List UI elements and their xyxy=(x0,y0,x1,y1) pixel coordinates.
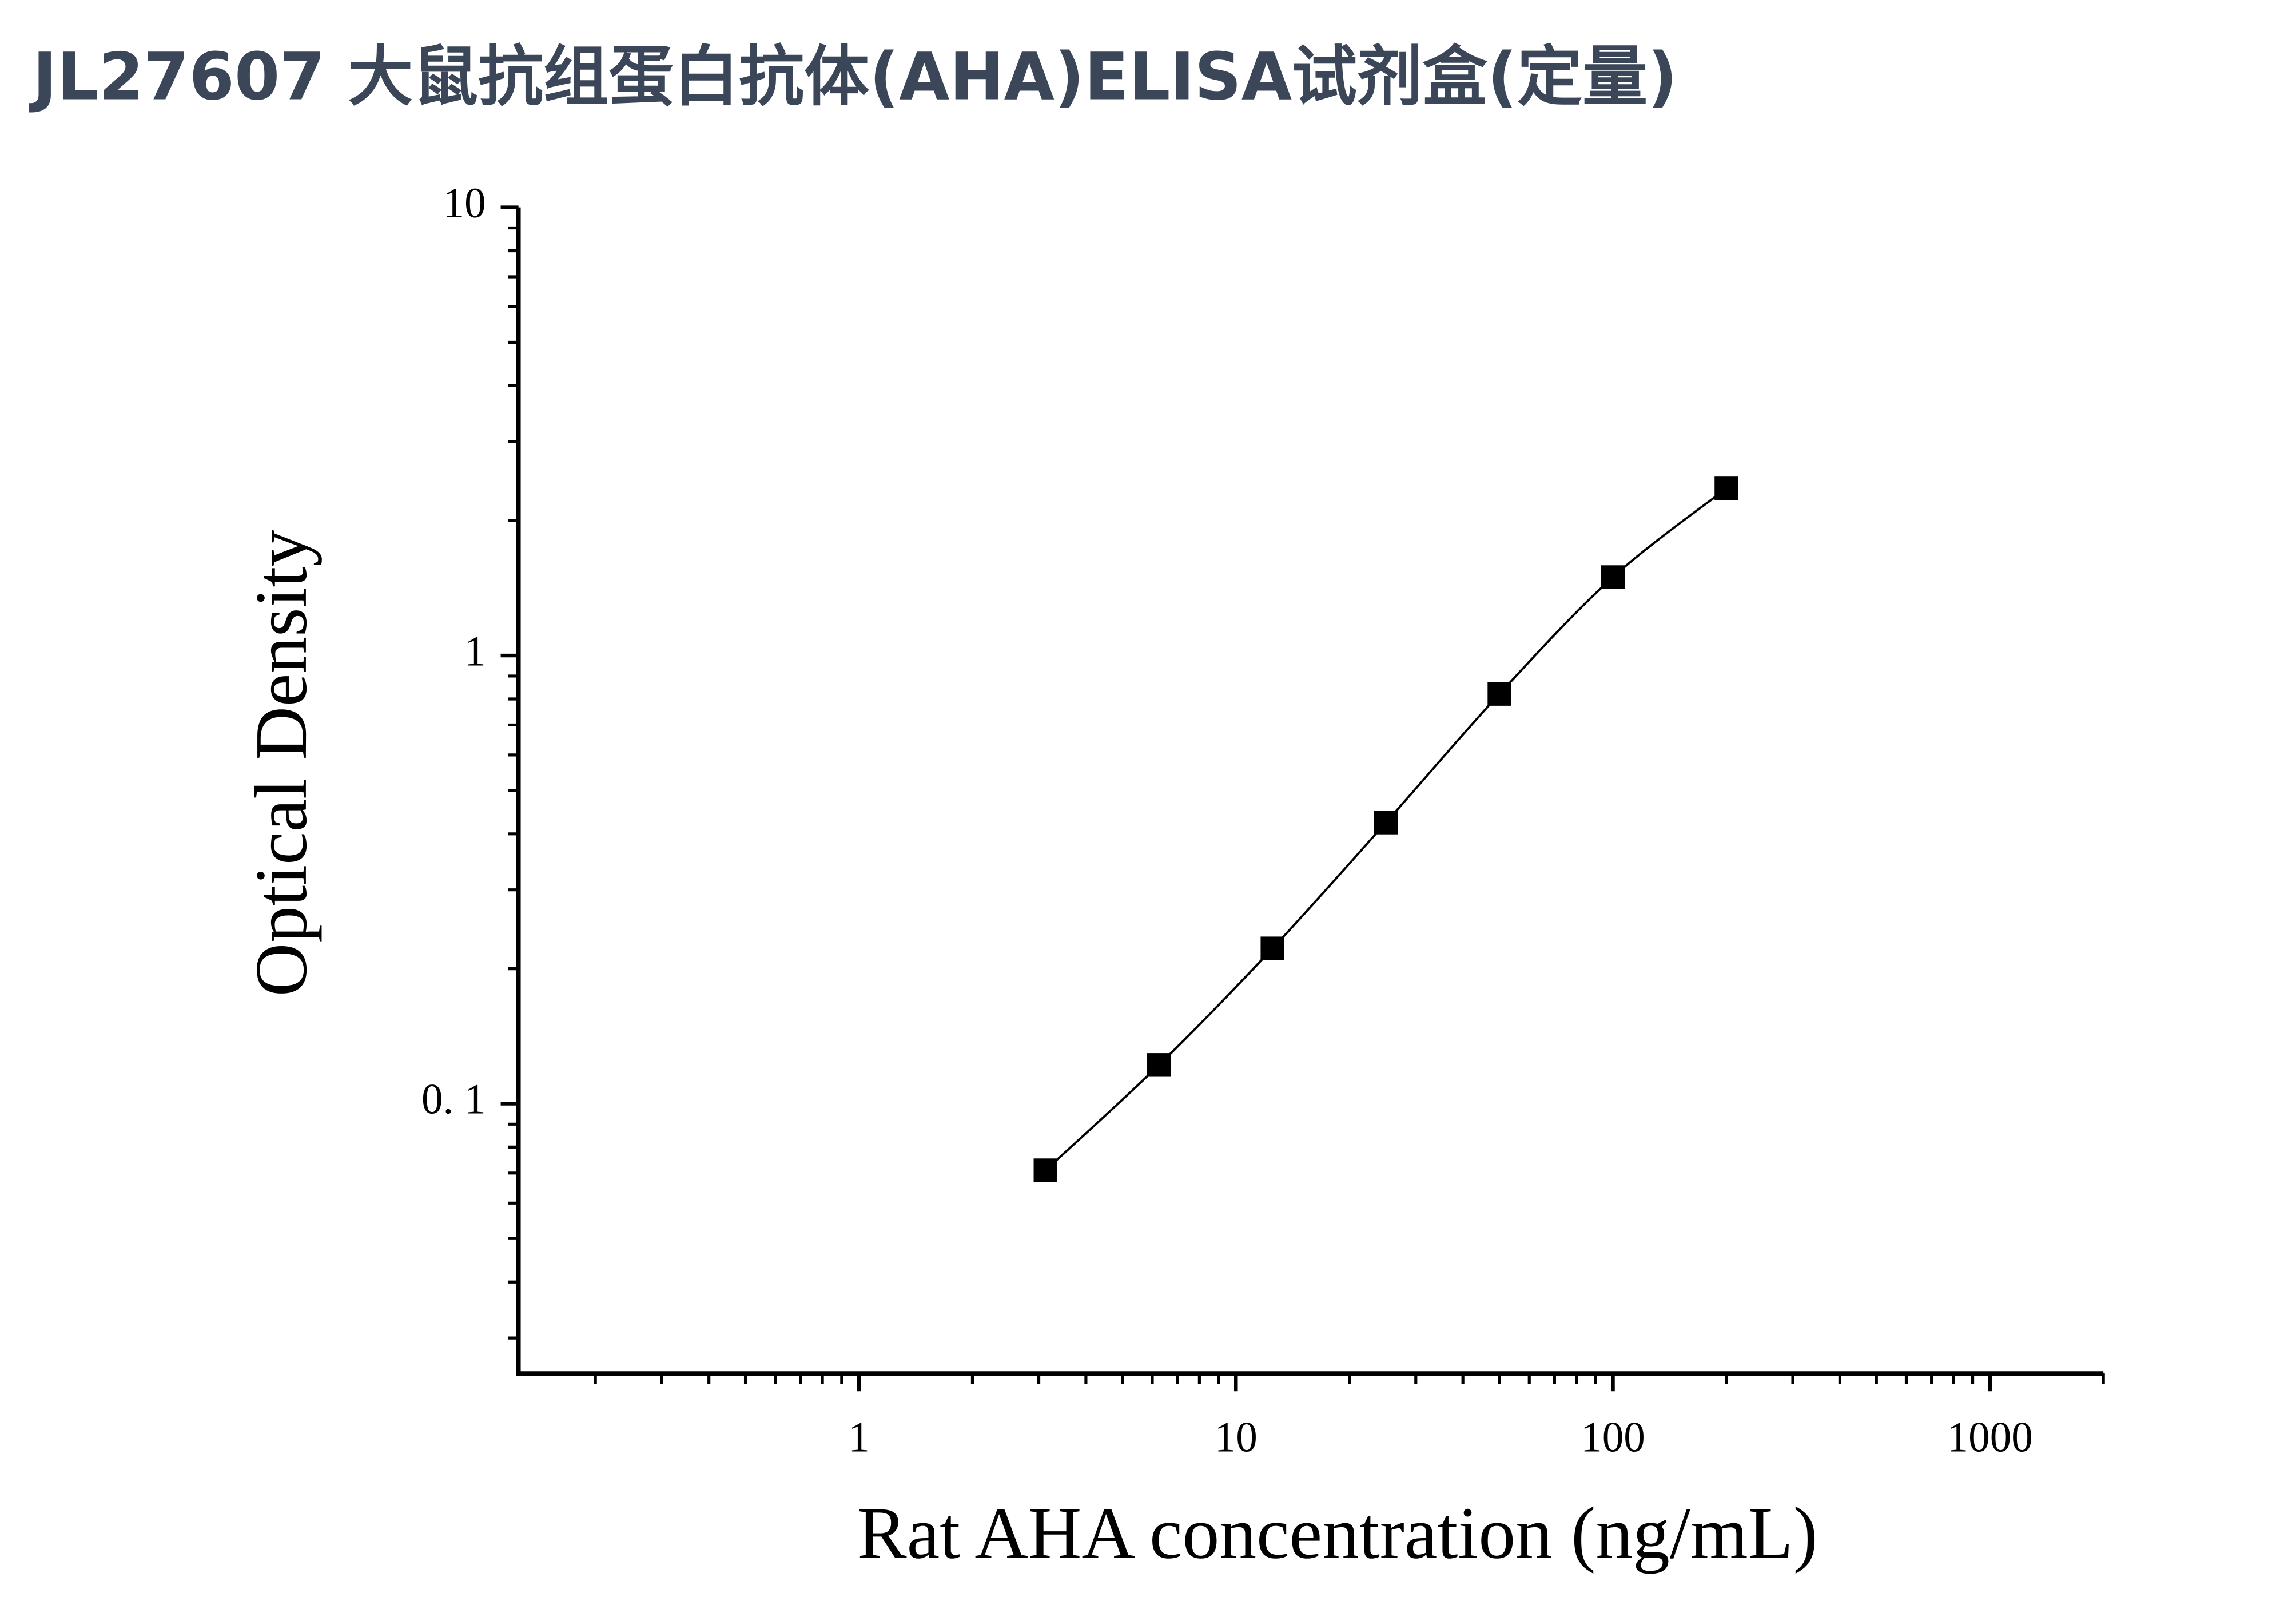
x-axis-label: Rat AHA concentration (ng/mL) xyxy=(857,1493,1818,1575)
data-point xyxy=(1260,936,1284,960)
data-point xyxy=(1601,565,1625,589)
x-tick-label: 1 xyxy=(848,1414,870,1461)
y-tick-label: 0. 1 xyxy=(421,1076,486,1123)
data-point xyxy=(1487,682,1511,706)
chart-title: JL27607 大鼠抗组蛋白抗体(AHA)ELISA试剂盒(定量) xyxy=(29,39,1677,115)
x-tick-label: 100 xyxy=(1581,1414,1645,1461)
data-point xyxy=(1374,811,1398,835)
data-point xyxy=(1033,1158,1057,1182)
x-tick-label: 1000 xyxy=(1947,1414,2033,1461)
x-tick-label: 10 xyxy=(1215,1414,1258,1461)
data-point xyxy=(1714,476,1738,500)
y-tick-label: 10 xyxy=(443,180,486,227)
y-axis-label: Optical Density xyxy=(241,530,323,997)
y-tick-label: 1 xyxy=(464,627,486,675)
data-point xyxy=(1147,1053,1171,1077)
